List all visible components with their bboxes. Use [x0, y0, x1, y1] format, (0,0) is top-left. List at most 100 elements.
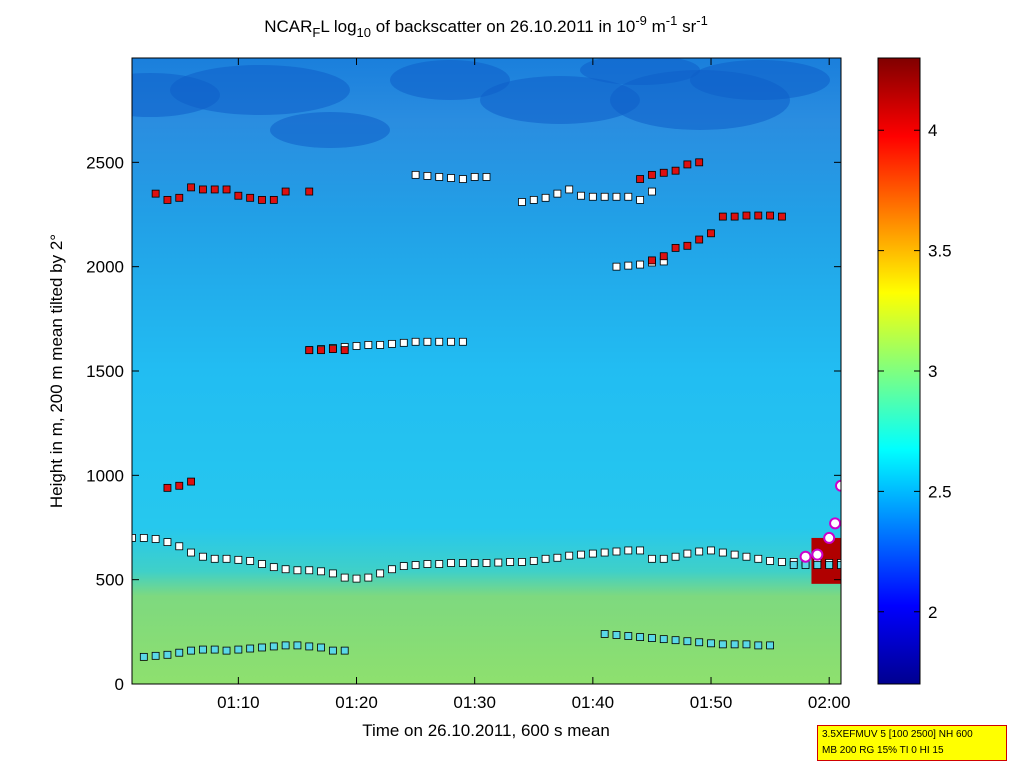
field-blob — [270, 112, 390, 148]
data-marker — [565, 551, 574, 560]
data-marker — [518, 558, 526, 566]
data-marker — [458, 559, 467, 567]
settings-infobox: 3.5XEFMUV 5 [100 2500] NH 600 MB 200 RG … — [817, 725, 1007, 761]
data-marker — [139, 652, 148, 661]
data-marker — [470, 173, 479, 181]
data-marker — [328, 345, 337, 353]
data-marker — [718, 640, 727, 649]
data-marker — [340, 573, 349, 582]
data-marker — [494, 558, 503, 567]
y-tick-label: 1500 — [86, 362, 124, 381]
data-marker — [151, 189, 160, 198]
field-blob — [390, 60, 510, 100]
data-marker — [246, 644, 255, 653]
data-marker — [163, 650, 172, 659]
data-marker — [222, 554, 231, 563]
marker-layer — [132, 158, 841, 661]
data-marker — [707, 229, 715, 238]
data-marker — [175, 481, 184, 490]
data-marker — [151, 651, 160, 660]
y-tick-label: 2000 — [86, 258, 124, 277]
data-marker — [163, 538, 172, 547]
data-marker — [754, 554, 763, 563]
data-marker — [352, 574, 361, 583]
data-marker — [648, 554, 656, 563]
data-marker — [411, 170, 420, 179]
data-marker — [636, 175, 645, 183]
data-marker — [482, 559, 491, 567]
data-marker — [799, 550, 812, 563]
colorbar-tick-label: 2 — [928, 603, 937, 622]
y-tick-label: 500 — [96, 571, 124, 590]
y-tick-label: 1000 — [86, 466, 124, 485]
data-marker — [695, 235, 704, 244]
data-marker — [600, 192, 609, 201]
data-marker — [671, 166, 680, 175]
data-marker — [447, 337, 455, 346]
x-tick-label: 01:50 — [690, 693, 733, 712]
data-marker — [648, 187, 656, 196]
data-marker — [139, 534, 148, 542]
data-marker — [683, 241, 692, 250]
data-marker — [541, 554, 550, 563]
plot-area — [131, 57, 842, 685]
data-marker — [281, 641, 290, 650]
data-marker — [187, 646, 195, 655]
data-marker — [612, 262, 621, 271]
data-marker — [695, 158, 704, 167]
infobox-line-2: MB 200 RG 15% TI 0 HI 15 — [822, 745, 944, 756]
data-marker — [789, 561, 798, 569]
x-axis: 01:10 01:20 01:30 01:40 01:50 02:00 — [217, 58, 850, 712]
data-marker — [718, 212, 727, 221]
data-marker — [612, 631, 621, 639]
infobox-line-1: 3.5XEFMUV 5 [100 2500] NH 600 — [822, 729, 973, 740]
field-blob — [690, 60, 830, 100]
data-marker — [718, 548, 727, 557]
data-marker — [269, 563, 278, 572]
data-marker — [837, 561, 841, 569]
field-blob — [580, 58, 700, 85]
data-marker — [258, 195, 266, 204]
x-tick-label: 01:30 — [453, 693, 496, 712]
data-marker — [376, 569, 385, 578]
x-axis-label: Time on 26.10.2011, 600 s mean — [362, 721, 610, 740]
data-marker — [636, 633, 645, 641]
data-marker — [293, 641, 302, 650]
data-marker — [399, 562, 408, 571]
data-marker — [447, 559, 455, 567]
data-marker — [565, 185, 574, 194]
data-marker — [648, 256, 656, 265]
data-marker — [766, 556, 774, 565]
data-marker — [811, 548, 824, 561]
data-marker — [766, 211, 774, 220]
data-marker — [411, 561, 420, 569]
data-marker — [435, 560, 444, 568]
data-marker — [222, 646, 231, 655]
data-marker — [210, 185, 219, 194]
data-marker — [624, 261, 633, 270]
data-marker — [423, 337, 432, 346]
colorbar-gradient — [878, 58, 920, 684]
y-axis-label: Height in m, 200 m mean tilted by 2° — [47, 234, 66, 508]
data-marker — [163, 195, 172, 204]
data-marker — [305, 566, 314, 575]
data-marker — [246, 556, 255, 565]
data-marker — [730, 550, 739, 559]
data-marker — [328, 646, 337, 655]
data-marker — [258, 643, 266, 652]
data-marker — [423, 171, 432, 180]
data-marker — [671, 243, 680, 252]
y-tick-label: 0 — [115, 675, 124, 694]
data-marker — [269, 642, 278, 651]
data-marker — [269, 195, 278, 204]
data-marker — [187, 183, 195, 192]
data-marker — [553, 553, 562, 562]
x-tick-label: 01:20 — [335, 693, 378, 712]
data-marker — [612, 192, 621, 201]
data-marker — [648, 634, 656, 642]
field-blob — [170, 65, 350, 115]
data-marker — [234, 191, 243, 200]
colorbar-tick-label: 4 — [928, 121, 937, 140]
data-marker — [823, 531, 836, 544]
